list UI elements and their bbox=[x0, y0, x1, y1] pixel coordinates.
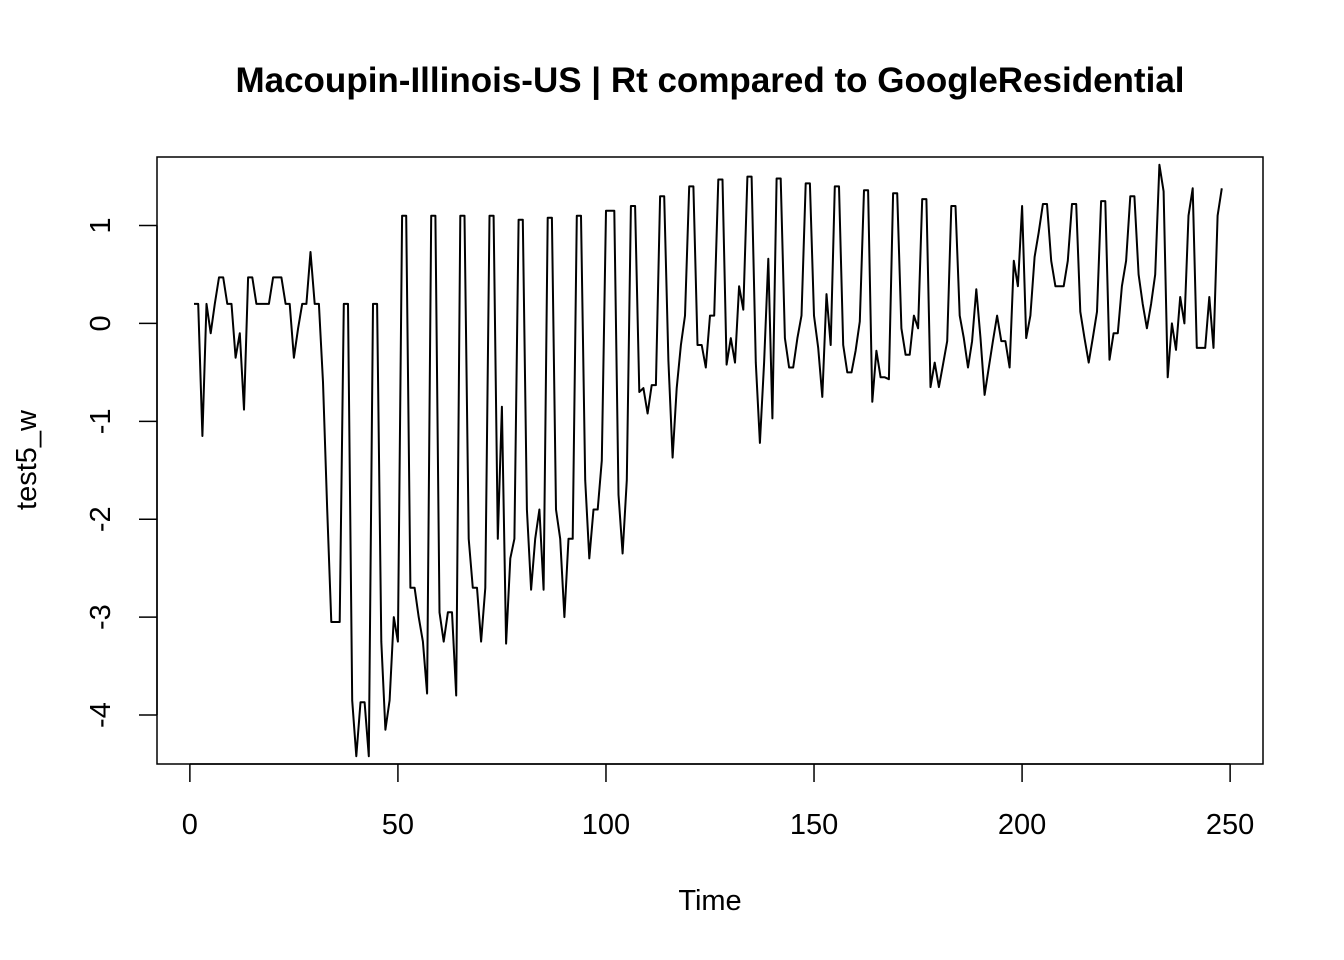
x-tick-label: 100 bbox=[582, 809, 630, 841]
y-tick-label: 0 bbox=[85, 315, 117, 331]
y-tick-label: 1 bbox=[85, 217, 117, 233]
x-axis-label: Time bbox=[678, 885, 741, 917]
x-axis: 0 50 100 150 200 250 bbox=[182, 763, 1254, 841]
x-tick-label: 200 bbox=[998, 809, 1046, 841]
y-tick-label: -2 bbox=[85, 506, 117, 532]
chart-title: Macoupin-Illinois-US | Rt compared to Go… bbox=[235, 61, 1184, 100]
y-tick-label: -3 bbox=[85, 604, 117, 630]
y-axis: -4 -3 -2 -1 0 1 bbox=[85, 217, 158, 728]
x-tick-label: 150 bbox=[790, 809, 838, 841]
x-tick-label: 50 bbox=[382, 809, 414, 841]
series-layer bbox=[194, 163, 1223, 758]
y-tick-label: -4 bbox=[85, 702, 117, 728]
y-axis-label: test5_w bbox=[11, 409, 43, 510]
x-tick-label: 250 bbox=[1206, 809, 1254, 841]
plot-frame bbox=[156, 156, 1264, 765]
x-tick-label: 0 bbox=[182, 809, 198, 841]
y-tick-label: -1 bbox=[85, 408, 117, 434]
series-line bbox=[194, 163, 1223, 758]
